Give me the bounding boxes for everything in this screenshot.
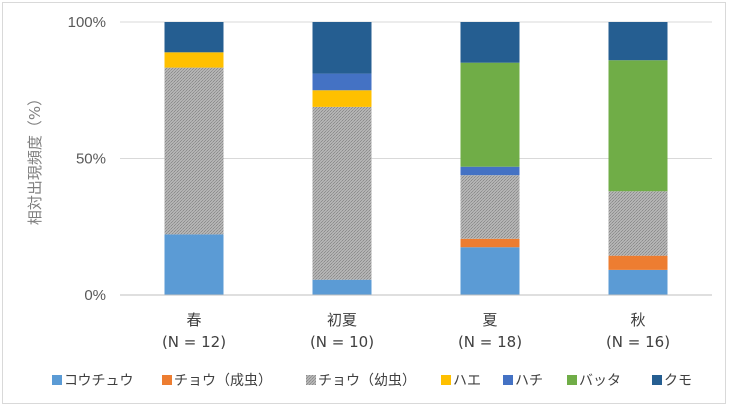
bar-segment-7-3 bbox=[460, 22, 520, 63]
legend-swatch bbox=[441, 375, 451, 385]
legend-swatch bbox=[503, 375, 513, 385]
axes: 0% 50% 100% 相対出現頻度（%） 春 (N = 12) 初夏 (N = 10) 夏 (N… bbox=[26, 14, 712, 351]
legend-label: クモ bbox=[664, 373, 692, 389]
bar-segment-1-2 bbox=[312, 279, 372, 295]
legend-label: チョウ（幼虫） bbox=[318, 373, 416, 389]
y-tick-label: 0% bbox=[84, 287, 106, 304]
bar-segment-6-4 bbox=[608, 60, 668, 192]
bar-segment-3-4 bbox=[608, 191, 668, 256]
bar-segment-1-3 bbox=[460, 247, 520, 295]
x-category-n: (N = 10) bbox=[310, 333, 374, 351]
x-category-n: (N = 16) bbox=[606, 333, 670, 351]
bar-segment-1-4 bbox=[608, 269, 668, 295]
bars bbox=[164, 22, 668, 295]
legend-label: ハチ bbox=[515, 373, 543, 389]
bar-segment-7-4 bbox=[608, 22, 668, 61]
legend-swatch bbox=[567, 375, 577, 385]
bar-segment-3-2 bbox=[312, 106, 372, 280]
bar-segment-4-2 bbox=[312, 90, 372, 107]
bar-segment-2-3 bbox=[460, 238, 520, 248]
bar-segment-5-2 bbox=[312, 73, 372, 91]
bar-segment-7-1 bbox=[164, 22, 224, 53]
bar-segment-5-3 bbox=[460, 166, 520, 176]
legend: コウチュウ チョウ（成虫） チョウ（幼虫） ハエ ハチ バッタ クモ bbox=[52, 373, 692, 389]
y-tick-label: 50% bbox=[76, 151, 106, 168]
legend-swatch bbox=[652, 375, 662, 385]
bar-segment-3-1 bbox=[164, 67, 224, 235]
x-category-label: 春 bbox=[186, 311, 201, 329]
legend-label: ハエ bbox=[453, 373, 481, 389]
legend-label: バッタ bbox=[579, 373, 621, 389]
bar-segment-1-1 bbox=[164, 234, 224, 295]
y-axis-title: 相対出現頻度（%） bbox=[26, 91, 44, 225]
bar-segment-6-3 bbox=[460, 62, 520, 167]
x-category-n: (N = 18) bbox=[458, 333, 522, 351]
x-category-label: 夏 bbox=[482, 311, 497, 329]
bar-segment-2-4 bbox=[608, 255, 668, 270]
y-tick-label: 100% bbox=[68, 14, 106, 31]
legend-label: チョウ（成虫） bbox=[174, 373, 272, 389]
x-category-n: (N = 12) bbox=[162, 333, 226, 351]
x-category-label: 秋 bbox=[630, 311, 645, 329]
bar-segment-7-2 bbox=[312, 22, 372, 74]
legend-swatch bbox=[52, 375, 62, 385]
bar-segment-4-1 bbox=[164, 52, 224, 68]
legend-swatch bbox=[162, 375, 172, 385]
legend-swatch bbox=[306, 375, 316, 385]
x-category-label: 初夏 bbox=[327, 311, 357, 329]
bar-segment-3-3 bbox=[460, 175, 520, 239]
legend-label: コウチュウ bbox=[64, 373, 133, 389]
